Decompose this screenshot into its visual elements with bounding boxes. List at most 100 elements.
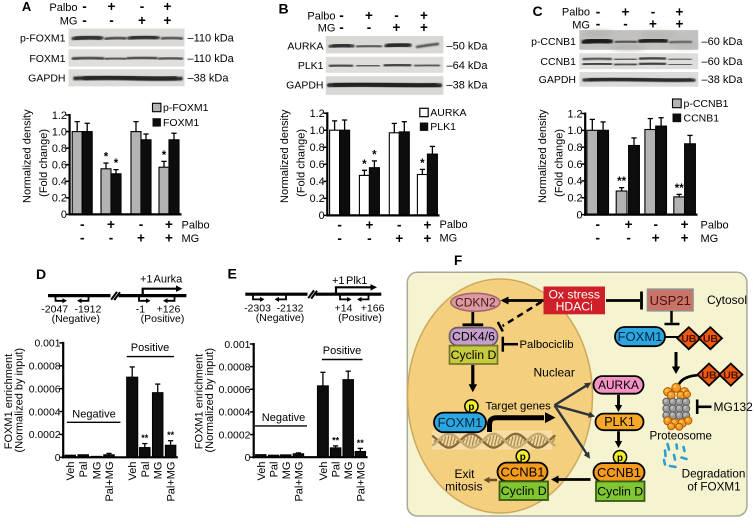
svg-text:Pal+MG: Pal+MG — [166, 462, 178, 502]
svg-text:**: ** — [141, 433, 149, 443]
svg-text:-: - — [595, 217, 600, 232]
svg-text:Aurka: Aurka — [154, 274, 184, 286]
svg-text:UB: UB — [703, 333, 719, 345]
svg-text:0.0006: 0.0006 — [29, 385, 61, 396]
svg-text:0: 0 — [61, 209, 67, 221]
svg-text:0: 0 — [319, 210, 325, 222]
svg-text:0: 0 — [576, 209, 582, 221]
svg-text:-: - — [80, 217, 85, 232]
svg-text:+: + — [138, 13, 146, 28]
svg-text:-: - — [623, 17, 628, 32]
svg-text:0.0008: 0.0008 — [219, 362, 251, 373]
svg-text:Veh: Veh — [65, 462, 77, 481]
svg-text:–60 kDa: –60 kDa — [702, 36, 744, 48]
svg-text:+166: +166 — [361, 303, 385, 315]
svg-text:PLK1: PLK1 — [430, 121, 456, 133]
svg-text:**: ** — [617, 176, 626, 188]
svg-text:Exit: Exit — [454, 467, 475, 481]
svg-text:+: + — [420, 20, 428, 35]
svg-text:-2047: -2047 — [41, 304, 68, 316]
svg-text:+1: +1 — [332, 275, 345, 287]
svg-text:-: - — [596, 17, 601, 32]
svg-text:Target genes: Target genes — [486, 400, 552, 412]
svg-text:p-FOXM1: p-FOXM1 — [163, 102, 209, 114]
svg-text:**: ** — [357, 438, 365, 448]
svg-text:-: - — [339, 8, 344, 23]
svg-text:0.001: 0.001 — [34, 339, 60, 350]
svg-text:-: - — [82, 13, 87, 28]
svg-text:Plk1: Plk1 — [346, 275, 367, 287]
svg-text:FOXM1 enrichment: FOXM1 enrichment — [3, 354, 15, 449]
svg-text:Palbo: Palbo — [701, 220, 729, 232]
svg-text:0.2: 0.2 — [567, 193, 582, 205]
svg-text:MG: MG — [153, 462, 165, 480]
svg-text:0.001: 0.001 — [224, 340, 250, 351]
svg-text:*: * — [362, 159, 367, 171]
svg-text:Palbo: Palbo — [49, 2, 77, 14]
svg-text:MG132: MG132 — [714, 400, 754, 414]
svg-text:FOXM1: FOXM1 — [163, 117, 199, 129]
svg-text:Pal+MG: Pal+MG — [104, 462, 116, 502]
svg-text:+: + — [107, 217, 115, 232]
svg-text:UB: UB — [701, 369, 717, 381]
svg-text:**: ** — [332, 435, 340, 445]
svg-text:GAPDH: GAPDH — [28, 73, 65, 85]
svg-text:p-FOXM1: p-FOXM1 — [20, 32, 66, 44]
svg-text:+: + — [164, 13, 172, 28]
svg-text:E: E — [228, 266, 237, 282]
svg-text:-2303: -2303 — [244, 303, 271, 315]
svg-text:C: C — [533, 3, 543, 19]
svg-text:**: ** — [167, 430, 175, 440]
svg-text:Pal: Pal — [78, 462, 90, 478]
svg-text:FOXM1: FOXM1 — [438, 415, 483, 430]
svg-text:Negative: Negative — [72, 409, 115, 421]
svg-text:0.8: 0.8 — [310, 142, 325, 154]
svg-text:Cyclin D: Cyclin D — [597, 485, 643, 499]
svg-text:Cytosol: Cytosol — [707, 293, 747, 307]
svg-text:**: ** — [675, 183, 684, 195]
svg-text:-: - — [651, 5, 656, 20]
svg-text:1.2: 1.2 — [567, 108, 582, 120]
svg-text:MG: MG — [281, 462, 293, 480]
svg-text:-: - — [397, 218, 402, 233]
svg-text:+: + — [652, 231, 660, 246]
svg-text:-: - — [109, 13, 114, 28]
svg-text:FOXM1 enrichment: FOXM1 enrichment — [194, 354, 206, 449]
svg-text:CCNB1: CCNB1 — [500, 465, 544, 480]
svg-text:0.0008: 0.0008 — [29, 362, 61, 373]
svg-text:of FOXM1: of FOXM1 — [687, 480, 740, 493]
svg-text:0.0004: 0.0004 — [29, 407, 61, 418]
svg-text:1.0: 1.0 — [52, 126, 67, 138]
svg-text:MG: MG — [440, 233, 458, 245]
svg-text:–110 kDa: –110 kDa — [188, 53, 235, 65]
svg-text:+: + — [423, 218, 431, 233]
svg-text:-: - — [595, 231, 600, 246]
svg-text:+: + — [676, 5, 684, 20]
svg-text:Ox stress: Ox stress — [548, 287, 599, 301]
svg-text:-: - — [80, 231, 85, 246]
svg-text:(Negative): (Negative) — [52, 313, 100, 325]
svg-text:Palbo: Palbo — [307, 11, 335, 23]
svg-text:0.4: 0.4 — [567, 176, 582, 188]
svg-text:(Fold change): (Fold change) — [296, 129, 308, 197]
svg-text:0.4: 0.4 — [52, 176, 67, 188]
svg-text:0.0002: 0.0002 — [219, 430, 251, 441]
svg-text:*: * — [420, 158, 425, 170]
svg-text:GAPDH: GAPDH — [539, 74, 576, 86]
svg-text:+: + — [676, 17, 684, 32]
svg-text:CCNB1: CCNB1 — [597, 465, 641, 480]
svg-text:(Negative): (Negative) — [256, 312, 304, 324]
svg-text:FOXM1: FOXM1 — [29, 53, 65, 65]
svg-text:+: + — [420, 8, 428, 23]
svg-text:(Normalized by input): (Normalized by input) — [204, 348, 216, 453]
svg-text:+: + — [365, 218, 373, 233]
svg-text:+: + — [681, 231, 689, 246]
svg-text:Pal+MG: Pal+MG — [293, 462, 305, 502]
svg-text:Pal+MG: Pal+MG — [355, 462, 367, 502]
svg-text:Negative: Negative — [262, 412, 305, 424]
svg-text:1.0: 1.0 — [310, 125, 325, 137]
svg-text:+1: +1 — [140, 274, 153, 286]
svg-text:p: p — [617, 453, 623, 464]
svg-text:CCNB1: CCNB1 — [540, 56, 576, 68]
svg-text:-: - — [337, 218, 342, 233]
